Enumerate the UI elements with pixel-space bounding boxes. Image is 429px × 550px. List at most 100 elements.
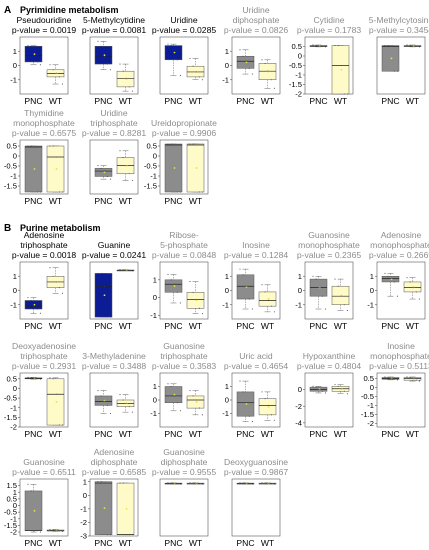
wt-box: [403, 377, 422, 381]
wt-box: [258, 398, 277, 416]
section-title: Purine metabolism: [20, 223, 101, 233]
data-point: [189, 482, 191, 484]
data-point: [340, 64, 342, 67]
mean-marker: [340, 68, 343, 71]
data-point: [242, 274, 244, 276]
data-point: [33, 530, 35, 532]
data-point: [173, 482, 175, 484]
data-point: [189, 281, 191, 283]
p-value-label: p-value = 0.0018: [12, 250, 76, 260]
compound-name: monophosphate: [298, 240, 360, 250]
p-value-label: p-value = 0.2669: [369, 250, 429, 260]
data-point: [125, 534, 127, 536]
compound-name: triphosphate: [90, 118, 138, 128]
data-point: [170, 482, 172, 484]
y-tick-label: -1: [150, 409, 157, 418]
data-point: [198, 407, 200, 409]
p-value-label: p-value = 0.6511: [12, 467, 76, 477]
y-tick-label: -1: [10, 403, 17, 412]
x-tick-label: PNC: [381, 96, 399, 106]
data-point: [315, 278, 317, 280]
data-point: [30, 377, 32, 379]
data-point: [36, 530, 38, 532]
y-tick-label: 1: [153, 275, 157, 284]
data-point: [170, 143, 172, 145]
y-tick-label: -1: [80, 504, 87, 513]
p-value-label: p-value = 0.1783: [297, 25, 361, 35]
data-point: [109, 534, 111, 536]
data-point: [409, 281, 411, 283]
data-point: [122, 70, 124, 72]
x-tick-label: WT: [334, 321, 348, 331]
y-tick-label: 0: [83, 491, 87, 500]
y-tick-label: 0: [13, 61, 17, 70]
y-tick-label: -2: [367, 419, 374, 428]
y-tick-label: 0: [225, 286, 229, 295]
data-point: [122, 482, 124, 484]
data-point: [49, 145, 51, 147]
y-tick-label: -2: [10, 528, 17, 537]
data-point: [49, 377, 51, 379]
data-point: [312, 385, 314, 387]
p-value-label: p-value = 0.0285: [152, 25, 216, 35]
data-point: [33, 54, 35, 57]
x-tick-label: WT: [49, 96, 63, 106]
y-tick-label: 0: [13, 501, 17, 510]
data-point: [340, 295, 342, 297]
data-point: [346, 393, 348, 395]
p-value-label: p-value = 0.0241: [82, 250, 146, 260]
data-point: [103, 56, 105, 58]
y-tick-label: 1: [225, 382, 229, 391]
data-point: [30, 45, 32, 47]
section-letter: A: [4, 5, 11, 16]
data-point: [131, 411, 133, 413]
data-point: [100, 481, 102, 483]
x-tick-label: PNC: [164, 321, 182, 331]
data-point: [201, 313, 203, 315]
data-point: [36, 378, 38, 380]
data-point: [131, 179, 133, 182]
data-point: [239, 482, 241, 484]
data-point: [261, 482, 263, 484]
data-point: [315, 386, 317, 388]
data-point: [61, 292, 63, 294]
data-point: [173, 52, 175, 54]
data-point: [36, 191, 38, 193]
compound-name: Guanosine: [163, 341, 205, 351]
plot-frame: [19, 261, 69, 320]
y-tick-label: -1.5: [4, 521, 17, 530]
data-point: [27, 45, 29, 47]
plot-frame: [89, 139, 139, 195]
data-point: [387, 45, 389, 47]
pnc-box: [164, 279, 183, 293]
pnc-box: [164, 143, 183, 193]
data-point: [412, 287, 414, 289]
y-tick-label: 1: [13, 47, 17, 56]
p-value-label: p-value = 0.4804: [297, 361, 361, 371]
mean-marker: [55, 168, 58, 170]
data-point: [189, 390, 191, 392]
data-point: [100, 45, 102, 47]
data-point: [167, 43, 169, 45]
data-point: [119, 269, 121, 271]
data-point: [321, 295, 323, 297]
y-tick-label: 0.5: [291, 42, 302, 51]
y-tick-label: -0.5: [361, 392, 374, 401]
section-letter: B: [4, 223, 11, 234]
y-tick-label: 1: [370, 272, 374, 281]
pnc-box: [94, 481, 113, 535]
pnc-box: [24, 490, 43, 531]
y-tick-label: 0.5: [6, 494, 17, 503]
pnc-box: [24, 46, 43, 63]
plot-frame: [159, 261, 209, 320]
data-point: [55, 393, 57, 395]
pnc-box: [24, 145, 43, 193]
mean-marker: [33, 53, 36, 55]
data-point: [337, 45, 339, 47]
pnc-box: [24, 300, 43, 310]
y-tick-label: -1: [222, 75, 229, 84]
